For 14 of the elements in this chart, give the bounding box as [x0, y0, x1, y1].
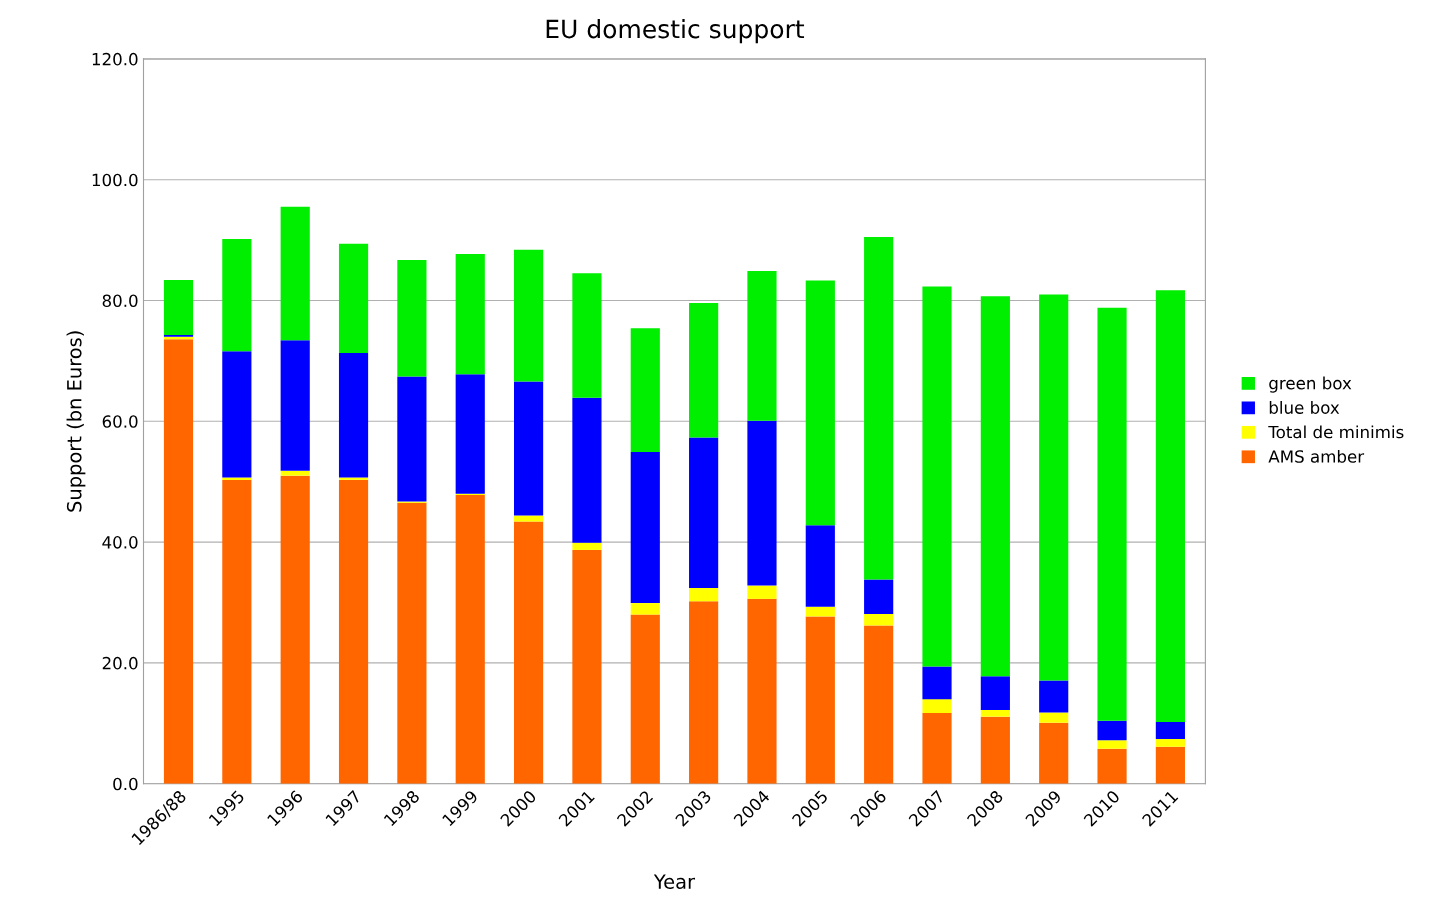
chart-title: EU domestic support [546, 19, 805, 44]
y-axis-title: Support (bn Euros) [66, 331, 86, 512]
y-tick-label: 40.0 [102, 536, 138, 549]
y-tick-label: 20.0 [102, 656, 138, 670]
y-tick-label: 60.0 [102, 415, 138, 428]
legend-label: green box [1269, 376, 1352, 393]
y-tick-label: 120.0 [92, 52, 138, 66]
x-axis-title: Year [653, 874, 696, 889]
legend-label: blue box [1269, 400, 1340, 414]
legend-label: AMS amber [1268, 449, 1365, 463]
y-tick-label: 0.0 [113, 777, 138, 791]
y-tick-label: 100.0 [92, 173, 138, 187]
y-tick-label: 80.0 [102, 294, 138, 308]
legend-label: Total de minimis [1268, 425, 1404, 439]
